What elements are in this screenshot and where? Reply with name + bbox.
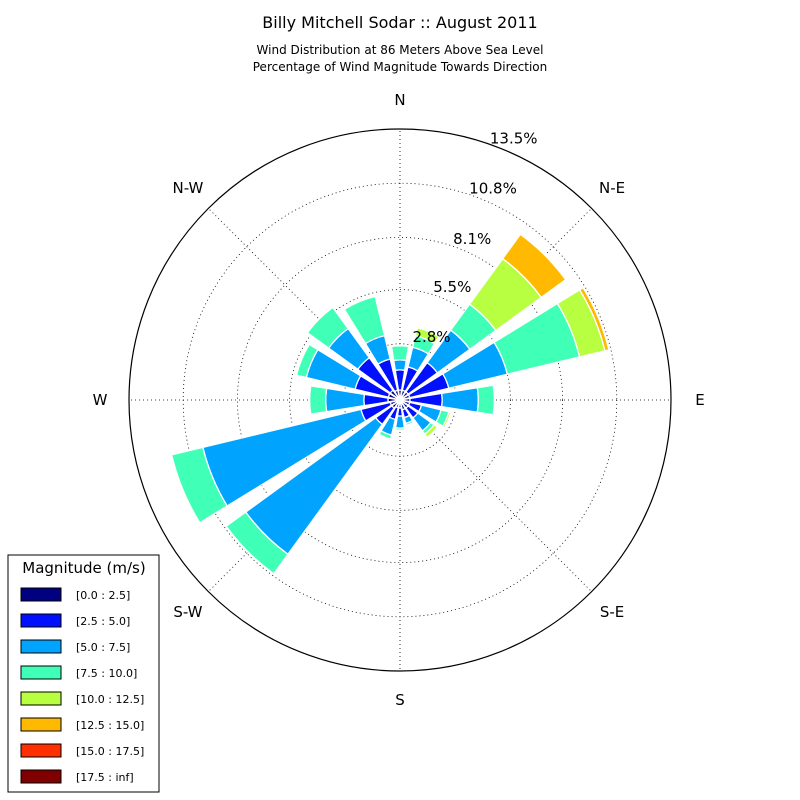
wind-bar: [501, 233, 567, 299]
chart-subtitle-line1: Wind Distribution at 86 Meters Above Sea…: [257, 43, 544, 57]
legend-swatch: [20, 743, 62, 758]
wind-bar: [306, 306, 349, 349]
polar-labels: N N-E E S-E S S-W W N-W 2.8% 5.5% 8.1% 10.8% 13.5%: [93, 91, 705, 709]
wind-bar: [423, 423, 439, 439]
wind-bar: [441, 410, 452, 429]
wind-bar: [394, 427, 406, 431]
legend-title: Magnitude (m/s): [22, 559, 145, 577]
wind-bar: [295, 343, 319, 379]
direction-label: S-W: [173, 603, 202, 621]
legend-swatch: [20, 613, 62, 628]
direction-label: N-E: [599, 179, 625, 197]
outer-circle: [128, 128, 672, 672]
direction-label: W: [93, 391, 108, 409]
wind-bar: [170, 446, 229, 524]
wind-bar: [390, 345, 410, 362]
wind-bar: [440, 387, 479, 413]
wind-bar: [476, 384, 496, 416]
ring-label: 2.8%: [412, 328, 450, 346]
direction-label: S-E: [600, 603, 624, 621]
wind-bar: [392, 359, 408, 372]
legend-swatch: [20, 691, 62, 706]
direction-label: S: [395, 691, 405, 709]
wind-bar: [378, 429, 393, 440]
chart-title: Billy Mitchell Sodar :: August 2011: [262, 13, 537, 32]
legend-item-label: [0.0 : 2.5]: [76, 589, 130, 602]
legend-item-label: [5.0 : 7.5]: [76, 641, 130, 654]
wind-bar: [325, 387, 366, 413]
legend-swatch: [20, 639, 62, 654]
legend-item-label: [12.5 : 15.0]: [76, 719, 144, 732]
wind-bar: [578, 286, 610, 352]
polar-grid: [128, 128, 672, 672]
legend-item-label: [10.0 : 12.5]: [76, 693, 144, 706]
ring-label: 8.1%: [453, 230, 491, 248]
legend: Magnitude (m/s) [0.0 : 2.5] [2.5 : 5.0] [5…: [7, 554, 160, 793]
ring-label: 13.5%: [490, 130, 538, 148]
wind-bar: [394, 415, 406, 429]
ring-label: 5.5%: [433, 278, 471, 296]
direction-label: N: [394, 91, 405, 109]
legend-item-label: [7.5 : 10.0]: [76, 667, 137, 680]
legend-swatch: [20, 769, 62, 784]
legend-item-label: [15.0 : 17.5]: [76, 745, 144, 758]
direction-label: E: [695, 391, 704, 409]
ring-label: 10.8%: [469, 180, 517, 198]
legend-item-label: [17.5 : inf]: [76, 771, 134, 784]
legend-swatch: [20, 665, 62, 680]
wind-bar: [414, 326, 440, 345]
legend-swatch: [20, 587, 62, 602]
legend-swatch: [20, 717, 62, 732]
wind-bars: [170, 233, 610, 575]
wind-bar: [309, 385, 328, 415]
direction-label: N-W: [172, 179, 203, 197]
legend-item-label: [2.5 : 5.0]: [76, 615, 130, 628]
grid-ring: [236, 236, 564, 564]
wind-bar: [343, 295, 386, 345]
chart-subtitle-line2: Percentage of Wind Magnitude Towards Dir…: [253, 60, 547, 74]
wind-bar: [225, 511, 289, 575]
grid-ring: [289, 289, 511, 511]
wind-bar: [404, 419, 415, 427]
